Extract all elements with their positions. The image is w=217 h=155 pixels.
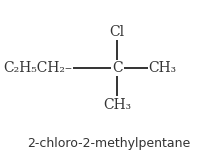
Text: C: C (112, 61, 122, 75)
Text: C₂H₅CH₂–: C₂H₅CH₂– (3, 61, 72, 75)
Text: 2-chloro-2-methylpentane: 2-chloro-2-methylpentane (27, 137, 190, 150)
Text: CH₃: CH₃ (149, 61, 177, 75)
Text: Cl: Cl (110, 25, 125, 39)
Text: CH₃: CH₃ (103, 98, 131, 112)
